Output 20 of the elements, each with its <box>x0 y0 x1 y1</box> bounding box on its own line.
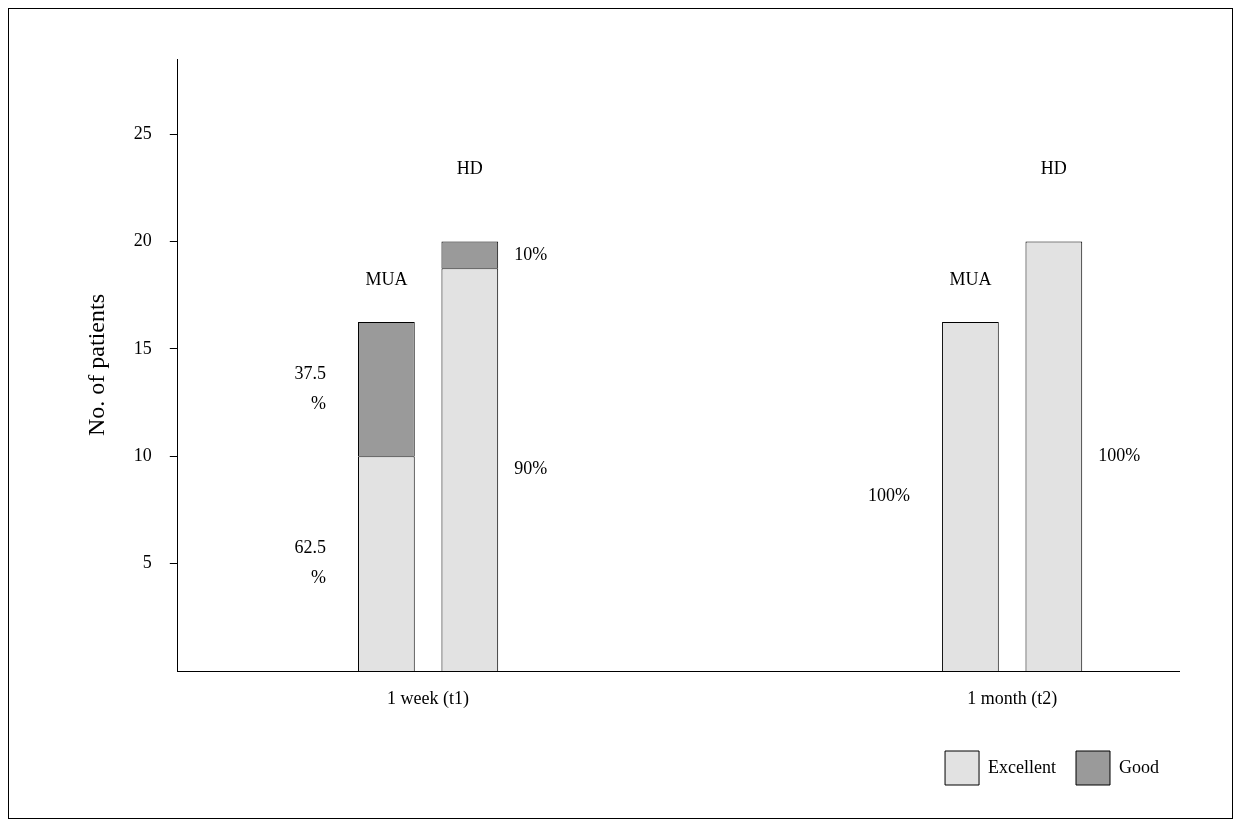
legend-label: Good <box>1119 756 1159 777</box>
legend-label: Excellent <box>988 756 1056 777</box>
annotation: MUA <box>949 268 992 289</box>
annotation: 37.5 % <box>294 362 327 413</box>
annotation: 90% <box>514 458 548 479</box>
y-tick-label: 5 <box>142 552 152 573</box>
annotation: 62.5 % <box>294 537 327 588</box>
y-tick-label: 10 <box>133 445 152 465</box>
y-tick-label: 20 <box>133 230 152 251</box>
annotation: 10% <box>514 243 548 264</box>
annotation: HD <box>456 158 483 179</box>
text: 1 week (t1) <box>387 687 470 709</box>
text: 1 month (t2) <box>967 687 1058 709</box>
annotation: 100% <box>868 485 911 506</box>
annotation: MUA <box>365 268 408 289</box>
annotation: HD <box>1040 158 1067 179</box>
y-tick-label: 25 <box>133 122 152 143</box>
annotation: 100% <box>1098 445 1141 465</box>
y-tick-label: 15 <box>133 337 152 358</box>
y-axis-title: No. of patients <box>82 294 109 436</box>
